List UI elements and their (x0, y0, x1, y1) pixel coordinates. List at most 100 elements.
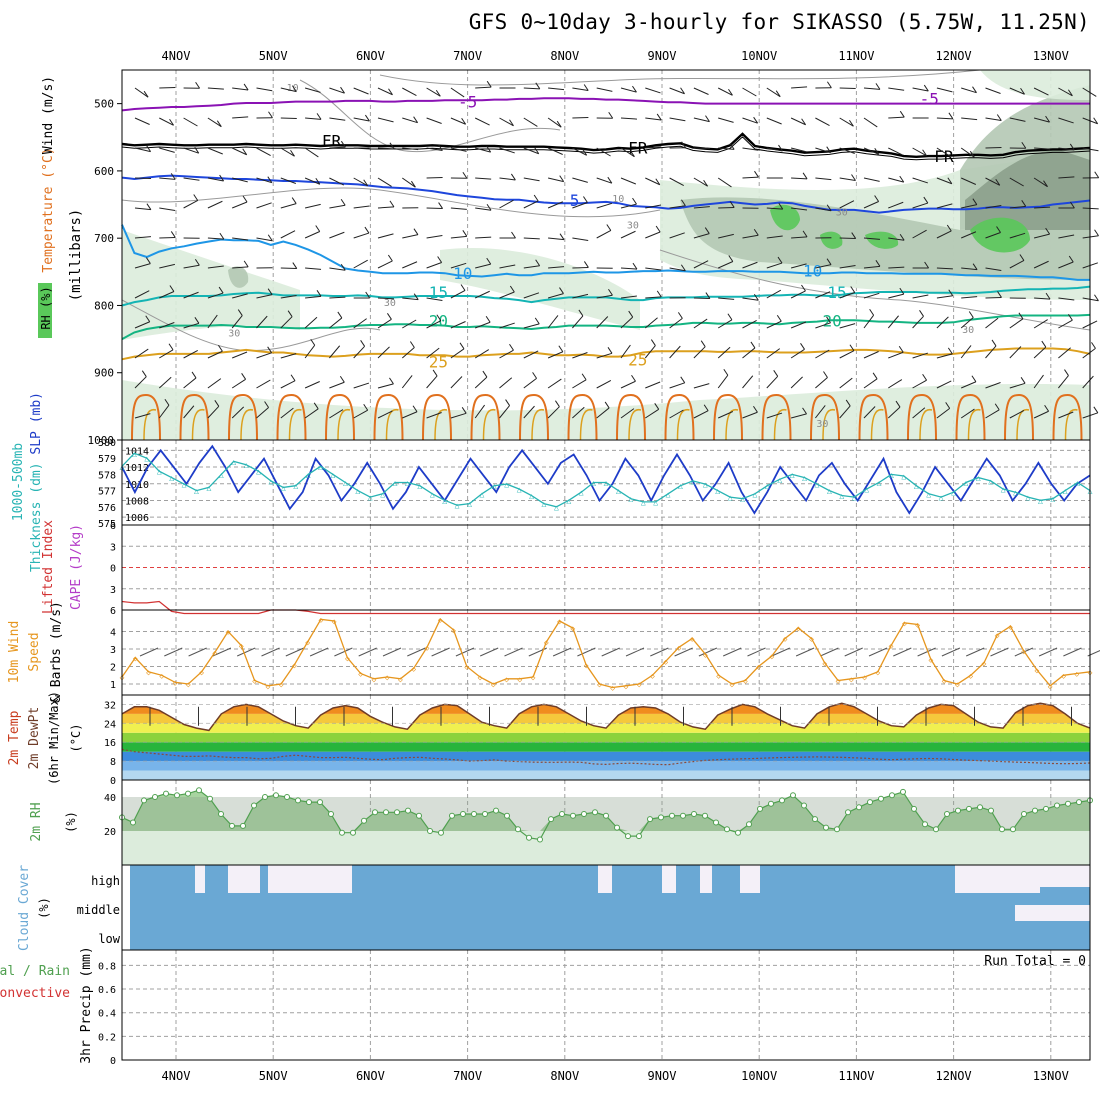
wind-barb-flag (654, 403, 660, 410)
wind-barb (232, 293, 248, 299)
wind-barb (717, 87, 733, 96)
wind-barb-flag (947, 347, 953, 355)
high-cloud-gap (195, 865, 205, 893)
rh2m-marker (306, 799, 312, 806)
wind-barb (693, 410, 709, 419)
wind-barb (1082, 297, 1099, 302)
wind10-marker: ◇ (968, 671, 973, 680)
wind-barb (717, 261, 734, 269)
high-cloud-gap (598, 865, 612, 893)
wind-barb (329, 317, 343, 329)
wind-barb-flag (778, 144, 783, 152)
wind-barb (377, 383, 394, 389)
wind-barb (207, 378, 222, 389)
rh2m-marker (1032, 807, 1038, 814)
rh-shading (865, 231, 899, 249)
wind10-marker: ◇ (332, 617, 337, 626)
panel-frame (121, 949, 1091, 1061)
wind10-marker: ◇ (875, 668, 880, 677)
wind-barb-flag (340, 198, 346, 206)
wind10-barb (990, 647, 1009, 657)
rh2m-marker (372, 809, 378, 816)
rh2m-marker (713, 819, 719, 826)
wind-barb (718, 297, 735, 300)
wind-barb (839, 292, 855, 299)
wind-barb (426, 412, 442, 419)
wind-barb (231, 406, 245, 419)
wind10-speed-label-text: Speed (27, 632, 42, 671)
isotherm-25-arc (579, 408, 593, 441)
wind-barb-flag (310, 338, 316, 346)
wind-barb (961, 231, 977, 239)
wind-tick-label: 1 (110, 680, 116, 691)
thickness-marker: △ (306, 470, 311, 479)
wind-barb (134, 207, 151, 211)
thickness-marker: △ (1013, 488, 1018, 497)
wind10-marker: ◇ (438, 615, 443, 624)
wind-barb (742, 87, 757, 97)
wind-barb (572, 293, 589, 299)
cloud-level-label: high (91, 874, 120, 888)
x-tick-label-bottom: 4NOV (162, 1069, 191, 1083)
wind10-marker: ◇ (385, 673, 390, 682)
run-total-label: Run Total = 0 (984, 954, 1086, 969)
wind-barb (1058, 319, 1073, 329)
x-tick-label-bottom: 12NOV (936, 1069, 972, 1083)
wind-barb (523, 292, 540, 299)
wind-barb (450, 87, 465, 98)
wind10-barb (358, 647, 377, 657)
wind10-marker: ◇ (982, 659, 987, 668)
wind-barb (547, 406, 560, 419)
isotherm-25-arc (822, 408, 836, 441)
wind-barb (620, 230, 636, 239)
wind-barb (1082, 207, 1099, 210)
wind-barb-flag (267, 288, 273, 295)
x-tick-label-top: 9NOV (648, 49, 677, 63)
wind-barb (256, 202, 272, 209)
wind-barb (280, 147, 295, 157)
li-tick-label: 0 (110, 564, 116, 575)
wind-barb (839, 237, 856, 240)
isotherm-label: 15 (827, 283, 846, 302)
wind10-marker: ◇ (239, 642, 244, 651)
wind-barb (596, 177, 612, 184)
wind-barb (912, 147, 927, 157)
wind10-marker: ◇ (584, 661, 589, 670)
wind-barb-flag (1043, 180, 1048, 187)
wind-barb (523, 200, 539, 209)
wind-barb (329, 177, 344, 186)
wind-barb-flag (243, 83, 249, 91)
wind-barb (693, 177, 708, 187)
wind-barb-flag (290, 149, 295, 157)
wind-barb-flag (437, 144, 443, 151)
x-tick-label-top: 6NOV (356, 49, 385, 63)
wind-barb (620, 408, 635, 419)
wind-barb (183, 147, 199, 154)
wind-barb (402, 297, 419, 301)
wind-barb-flag (826, 146, 832, 153)
rh2m-marker (163, 790, 169, 797)
x-tick-label-bottom: 13NOV (1033, 1069, 1069, 1083)
wind-barb (377, 117, 394, 123)
wind-barb (1033, 410, 1049, 419)
wind-barb (499, 405, 510, 419)
rh-shading (965, 150, 1090, 230)
thickness-marker: △ (703, 480, 708, 489)
wind10-marker: ◇ (783, 635, 788, 644)
wind-barb (717, 319, 733, 329)
wind-barb (232, 237, 249, 241)
wind-barb (863, 147, 879, 155)
wind-barb (839, 177, 856, 181)
wind10-marker: ◇ (955, 680, 960, 689)
wind-barb (183, 377, 197, 389)
wind-barb (645, 87, 661, 94)
high-cloud-gap (700, 865, 712, 893)
wind-barb (985, 177, 1000, 186)
wind10-marker: ◇ (809, 635, 814, 644)
wind-barb-flag (899, 233, 905, 241)
wind10-axis-label: 10m Wind (7, 621, 22, 684)
wind-barb-flag (146, 145, 152, 152)
wind-barb-flag (168, 343, 174, 351)
wind-barb (329, 204, 346, 209)
wind-barb (1033, 319, 1048, 329)
